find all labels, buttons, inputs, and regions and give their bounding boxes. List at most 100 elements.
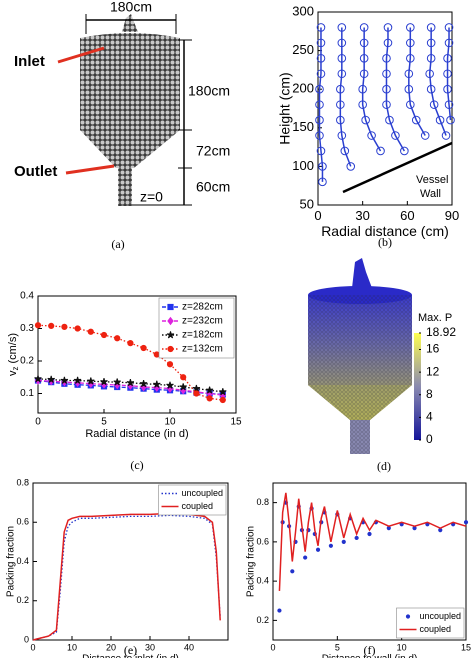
y-axis-label-main: v — [7, 370, 19, 376]
legend-label: uncoupled — [182, 488, 224, 498]
marker — [425, 69, 434, 79]
marker — [383, 23, 393, 32]
x-tick-label: 40 — [184, 642, 194, 652]
origin-label: z=0 — [140, 189, 163, 205]
colorbar-tick-label: 4 — [426, 410, 433, 424]
inlet-stream — [122, 14, 138, 32]
outlet-pipe — [118, 168, 132, 206]
y-tick-label: 0 — [24, 634, 29, 644]
marker — [192, 384, 201, 392]
marker — [100, 378, 108, 386]
marker — [359, 23, 369, 32]
marker — [316, 38, 326, 48]
marker — [367, 531, 372, 537]
y-tick-label: 0.4 — [256, 576, 269, 586]
marker — [406, 54, 415, 63]
marker — [87, 328, 94, 335]
x-tick-label: 5 — [335, 642, 340, 652]
marker — [444, 38, 454, 48]
annotation: Vessel — [416, 174, 448, 186]
x-tick-label: 10 — [397, 642, 407, 652]
x-tick-label: 10 — [67, 642, 77, 652]
y-tick-label: 0.6 — [256, 536, 269, 546]
marker — [139, 379, 148, 388]
y-tick-label: 0.6 — [16, 517, 29, 527]
marker — [446, 115, 455, 125]
marker — [382, 69, 391, 79]
marker — [358, 84, 367, 94]
marker — [114, 335, 121, 342]
outlet-arrow — [65, 164, 115, 175]
x-tick-label: 90 — [445, 208, 459, 223]
y-tick-label: 250 — [292, 42, 314, 57]
series-line — [446, 27, 452, 121]
height-label: 60cm — [196, 179, 230, 195]
caption: (a) — [111, 237, 124, 251]
marker — [382, 54, 391, 63]
x-tick-label: 10 — [164, 417, 176, 428]
series-line — [361, 27, 382, 152]
y-tick-label: 300 — [292, 3, 314, 18]
marker — [444, 100, 454, 109]
series-line — [408, 27, 426, 136]
caption: (f) — [364, 643, 376, 657]
marker — [361, 115, 370, 125]
y-axis-label: vz (cm/s) — [7, 333, 20, 376]
marker — [385, 115, 394, 125]
legend-marker — [167, 345, 174, 353]
marker — [340, 146, 350, 156]
marker — [406, 38, 415, 48]
marker — [420, 131, 430, 140]
marker — [406, 23, 415, 32]
marker — [443, 54, 452, 63]
marker — [382, 84, 391, 94]
marker — [336, 100, 345, 109]
marker — [219, 396, 226, 404]
colorbar-tick-label: 16 — [426, 342, 440, 356]
marker — [34, 322, 42, 329]
x-tick-label: 0 — [30, 642, 35, 652]
colorbar-title: Max. P — [418, 312, 452, 324]
marker — [435, 115, 445, 125]
marker — [376, 146, 385, 156]
y-tick-label: 200 — [292, 81, 314, 96]
marker — [426, 23, 436, 32]
pressure-image — [352, 258, 372, 288]
marker — [358, 100, 367, 109]
plot-frame — [272, 482, 467, 641]
marker — [463, 520, 469, 525]
marker — [100, 331, 108, 339]
x-axis-label: Distance to inlet (in d) — [82, 654, 179, 658]
colorbar — [414, 333, 421, 440]
width-label: 180cm — [110, 0, 152, 15]
marker — [346, 162, 356, 171]
panel-a: 180cm Inlet Outlet 180cm 72cm 60cm z=0 (… — [14, 0, 230, 251]
series-line — [385, 27, 406, 152]
caption: (d) — [377, 459, 391, 473]
y-tick-label: 50 — [300, 196, 314, 211]
marker — [318, 162, 327, 171]
height-label: 72cm — [196, 143, 230, 159]
marker — [219, 388, 227, 396]
marker — [337, 131, 347, 140]
legend-label: z=232cm — [182, 316, 223, 327]
series-line — [428, 27, 447, 136]
marker — [34, 375, 42, 383]
inlet-label: Inlet — [14, 53, 45, 70]
marker — [383, 38, 393, 48]
plot-frame — [37, 295, 237, 414]
marker — [337, 69, 347, 79]
y-axis-label: Packing fraction — [5, 526, 16, 597]
vessel-wall — [342, 141, 453, 194]
pressure-image — [308, 295, 412, 454]
marker — [60, 376, 69, 384]
x-tick-label: 20 — [106, 642, 116, 652]
x-axis-label: Radial distance (in d) — [85, 428, 188, 440]
marker — [443, 69, 452, 79]
marker — [438, 528, 443, 533]
marker — [153, 380, 161, 388]
marker — [127, 340, 134, 347]
marker — [140, 344, 147, 352]
marker — [382, 100, 391, 109]
x-tick-label: 30 — [355, 208, 369, 223]
